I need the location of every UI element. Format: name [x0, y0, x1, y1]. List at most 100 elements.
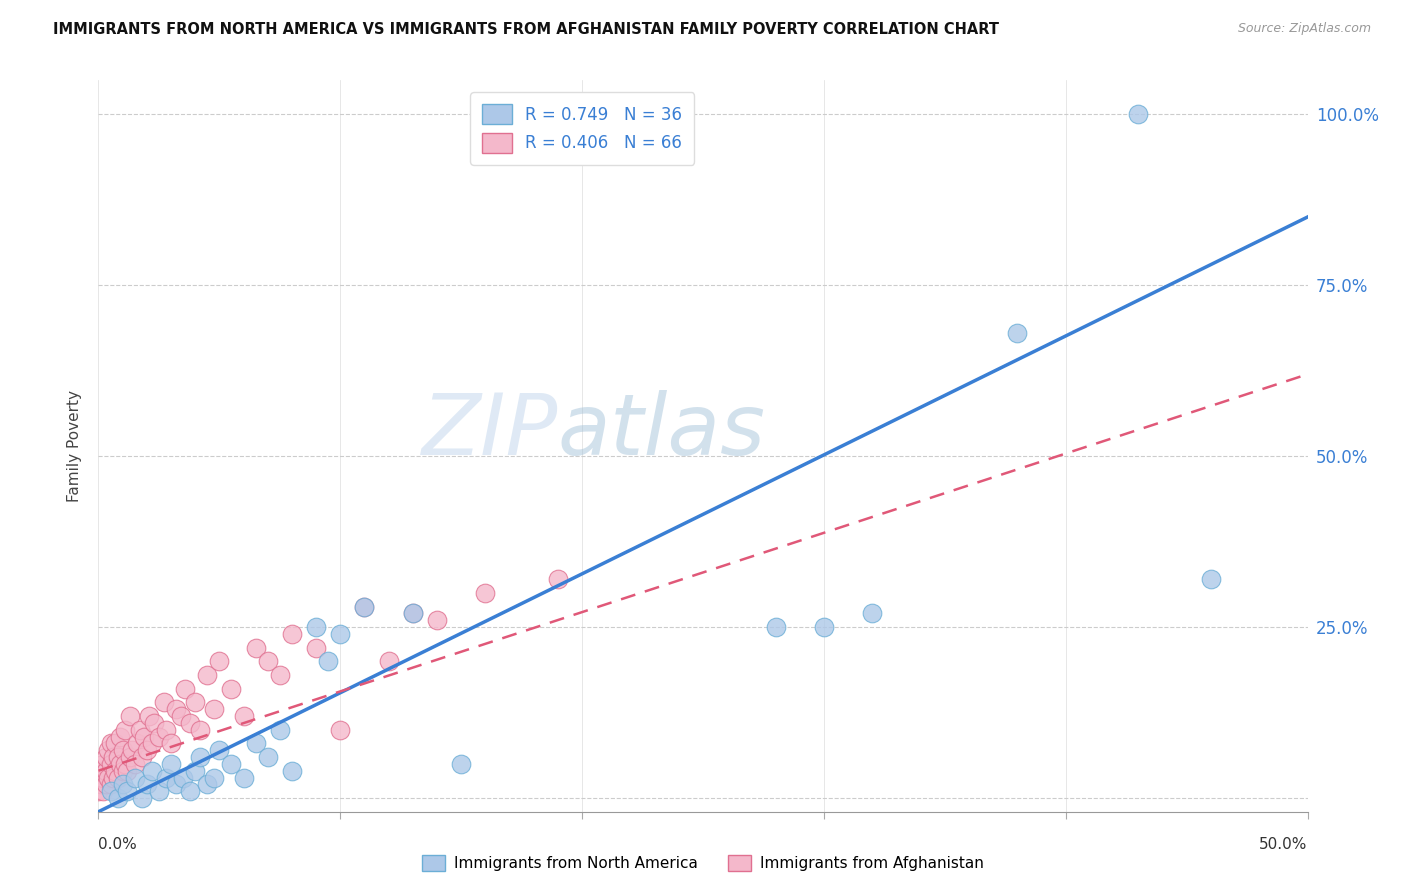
Point [134, 730, 156, 744]
Point [232, 709, 254, 723]
Point [100, 756, 122, 771]
Point [179, 784, 201, 798]
Text: atlas: atlas [558, 390, 766, 473]
Point [104, 764, 127, 778]
Legend: Immigrants from North America, Immigrants from Afghanistan: Immigrants from North America, Immigrant… [416, 849, 990, 877]
Point [97, 771, 120, 785]
Point [221, 756, 243, 771]
Point [124, 756, 146, 771]
Point [138, 709, 160, 723]
Text: Source: ZipAtlas.com: Source: ZipAtlas.com [1237, 22, 1371, 36]
Point [426, 613, 449, 627]
Text: 50.0%: 50.0% [1260, 837, 1308, 852]
Point [118, 750, 141, 764]
Point [1199, 572, 1222, 586]
Point [765, 620, 787, 634]
Point [131, 750, 153, 764]
Point [329, 627, 352, 641]
Point [160, 756, 183, 771]
Point [91, 756, 114, 771]
Point [101, 771, 124, 785]
Point [104, 736, 127, 750]
Point [316, 654, 339, 668]
Point [107, 771, 129, 785]
Point [121, 743, 143, 757]
Point [813, 620, 835, 634]
Point [305, 620, 328, 634]
Point [184, 764, 207, 778]
Text: IMMIGRANTS FROM NORTH AMERICA VS IMMIGRANTS FROM AFGHANISTAN FAMILY POVERTY CORR: IMMIGRANTS FROM NORTH AMERICA VS IMMIGRA… [53, 22, 1000, 37]
Point [1128, 107, 1150, 121]
Point [256, 654, 278, 668]
Point [94, 764, 117, 778]
Point [547, 572, 569, 586]
Point [143, 715, 166, 730]
Point [450, 756, 472, 771]
Point [108, 756, 131, 771]
Point [165, 777, 187, 791]
Point [114, 756, 136, 771]
Point [204, 771, 226, 785]
Point [107, 750, 129, 764]
Legend: R = 0.749   N = 36, R = 0.406   N = 66: R = 0.749 N = 36, R = 0.406 N = 66 [470, 92, 695, 165]
Point [281, 627, 304, 641]
Point [195, 668, 218, 682]
Point [128, 723, 150, 737]
Point [131, 791, 153, 805]
Point [111, 777, 134, 791]
Point [269, 723, 291, 737]
Point [353, 599, 375, 614]
Point [232, 771, 254, 785]
Text: 0.0%: 0.0% [98, 837, 138, 852]
Point [204, 702, 226, 716]
Point [155, 771, 177, 785]
Point [221, 681, 243, 696]
Point [114, 723, 136, 737]
Point [245, 640, 267, 655]
Point [100, 777, 122, 791]
Point [281, 764, 304, 778]
Point [97, 743, 120, 757]
Point [135, 743, 157, 757]
Point [184, 695, 207, 709]
Y-axis label: Family Poverty: Family Poverty [67, 390, 83, 502]
Point [402, 607, 425, 621]
Point [188, 723, 211, 737]
Point [117, 784, 139, 798]
Point [1007, 326, 1029, 341]
Point [94, 750, 117, 764]
Point [90, 764, 112, 778]
Point [101, 750, 124, 764]
Point [305, 640, 328, 655]
Point [402, 607, 425, 621]
Point [118, 709, 141, 723]
Point [208, 743, 231, 757]
Point [188, 750, 211, 764]
Point [100, 784, 122, 798]
Point [127, 736, 149, 750]
Point [155, 723, 177, 737]
Point [135, 777, 157, 791]
Point [208, 654, 231, 668]
Point [90, 777, 112, 791]
Point [117, 764, 139, 778]
Point [245, 736, 267, 750]
Point [256, 750, 278, 764]
Point [160, 736, 183, 750]
Point [169, 709, 191, 723]
Point [141, 764, 163, 778]
Point [94, 777, 117, 791]
Point [172, 771, 194, 785]
Point [111, 764, 134, 778]
Point [124, 771, 146, 785]
Point [179, 715, 201, 730]
Point [91, 771, 114, 785]
Point [141, 736, 163, 750]
Point [174, 681, 197, 696]
Point [100, 736, 122, 750]
Point [377, 654, 399, 668]
Point [329, 723, 352, 737]
Point [107, 791, 129, 805]
Point [165, 702, 187, 716]
Point [111, 743, 134, 757]
